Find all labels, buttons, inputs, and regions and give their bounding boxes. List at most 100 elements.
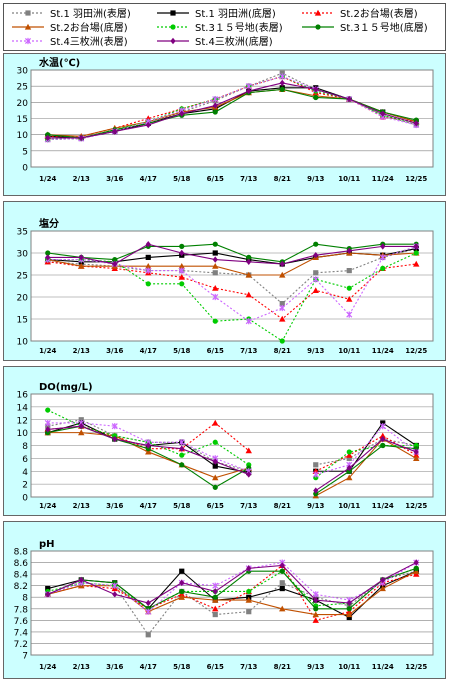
series-6 xyxy=(44,419,420,478)
data-point xyxy=(313,491,319,497)
y-tick-label: 10 xyxy=(17,429,29,439)
data-point xyxy=(112,260,118,268)
data-point xyxy=(346,285,352,291)
series-line xyxy=(47,252,417,276)
x-tick-label: 1/24 xyxy=(39,175,56,183)
y-tick-label: 7.2 xyxy=(14,640,28,650)
data-point xyxy=(111,582,118,589)
x-tick-label: 1/24 xyxy=(39,502,56,510)
data-point xyxy=(313,487,319,494)
y-tick-label: 8.4 xyxy=(14,571,29,581)
data-point xyxy=(380,442,386,449)
salinity-chart: 塩分 10 15 20 25 30 35 1/24 2/13 3/16 4/17 5/18 6/15 7/… xyxy=(17,217,434,355)
data-point xyxy=(312,611,319,618)
legend-label: St.1 羽田洲(底層) xyxy=(195,7,276,20)
x-tick-label: 7/13 xyxy=(240,347,257,355)
data-point xyxy=(212,474,219,481)
data-point xyxy=(212,611,218,618)
x-tick-label: 12/25 xyxy=(405,347,427,355)
data-point xyxy=(346,451,353,458)
y-tick-label: 5 xyxy=(22,147,28,157)
data-point xyxy=(179,281,185,287)
y-tick-label: 7.8 xyxy=(14,605,29,615)
legend-item: St.1 羽田洲(表層) xyxy=(12,7,131,20)
legend-item: St.1 羽田洲(底層) xyxy=(157,7,276,20)
x-tick-label: 11/24 xyxy=(372,663,394,671)
data-point xyxy=(212,605,219,612)
y-tick-label: 10 xyxy=(17,131,29,141)
x-tick-label: 6/15 xyxy=(207,663,224,671)
chart-title: 水温(℃) xyxy=(38,56,80,69)
y-tick-label: 35 xyxy=(17,228,28,238)
series-7 xyxy=(45,241,419,268)
legend-marker xyxy=(170,10,176,16)
water-temperature-panel: 水温(℃) 0 5 10 15 20 25 30 1/24 2/13 3/16 4/17 5/18 6/1… xyxy=(3,53,446,196)
data-point xyxy=(145,267,152,274)
x-tick-label: 10/11 xyxy=(338,175,360,183)
data-point xyxy=(279,580,285,586)
data-point xyxy=(212,241,218,247)
data-point xyxy=(279,301,285,307)
data-point xyxy=(413,455,420,461)
data-point xyxy=(145,599,151,607)
data-point xyxy=(245,447,252,454)
data-point xyxy=(413,120,419,127)
data-point xyxy=(145,281,151,287)
ph-panel: pH 7 7.2 7.4 7.6 7.8 8 8.2 8.4 8.6 8.8 1/24 2/13 3/16… xyxy=(3,521,446,679)
data-point xyxy=(380,420,386,426)
data-point xyxy=(245,318,252,325)
data-point xyxy=(413,565,419,571)
data-point xyxy=(178,274,185,280)
data-point xyxy=(346,464,352,472)
data-point xyxy=(346,296,353,302)
data-point xyxy=(246,471,252,478)
data-point xyxy=(346,599,352,607)
series-line xyxy=(47,561,417,613)
data-point xyxy=(145,448,152,455)
data-point xyxy=(279,79,285,87)
data-point xyxy=(212,419,219,426)
x-tick-label: 1/24 xyxy=(39,663,56,671)
legend-item: St.4三枚洲(表層) xyxy=(12,35,128,48)
x-tick-label: 10/11 xyxy=(338,502,360,510)
series-line xyxy=(47,567,417,610)
x-tick-label: 2/13 xyxy=(73,663,90,671)
data-point xyxy=(413,559,419,566)
plot-area xyxy=(30,550,434,656)
data-point xyxy=(380,110,386,117)
series-line xyxy=(315,438,417,466)
data-point xyxy=(246,258,252,265)
data-point xyxy=(45,407,51,413)
y-tick-label: 4 xyxy=(22,468,28,478)
legend-marker xyxy=(24,37,32,45)
y-tick-label: 0 xyxy=(22,164,28,174)
y-tick-label: 8.8 xyxy=(14,548,29,558)
legend-label: St.2お台場(底層) xyxy=(50,21,128,34)
data-point xyxy=(245,596,252,603)
y-tick-label: 7.4 xyxy=(14,628,29,638)
x-tick-label: 12/25 xyxy=(405,175,427,183)
data-point xyxy=(346,611,353,618)
series-7 xyxy=(45,422,419,494)
y-tick-label: 8.6 xyxy=(14,559,29,569)
data-point xyxy=(45,134,51,142)
data-point xyxy=(379,432,386,439)
data-point xyxy=(246,609,252,615)
data-point xyxy=(312,287,319,293)
data-point xyxy=(313,606,319,612)
data-point xyxy=(45,426,51,433)
data-point xyxy=(379,585,386,592)
data-point xyxy=(178,267,185,274)
legend-marker xyxy=(25,10,31,16)
data-point xyxy=(245,271,252,278)
y-tick-label: 6 xyxy=(22,455,28,465)
chart-title: DO(mg/L) xyxy=(39,382,93,393)
data-point xyxy=(212,256,218,263)
data-point xyxy=(78,417,84,423)
x-tick-label: 5/18 xyxy=(173,175,190,183)
data-point xyxy=(145,442,151,449)
y-tick-label: 12 xyxy=(17,416,28,426)
data-point xyxy=(380,576,386,584)
x-tick-label: 10/11 xyxy=(338,663,360,671)
data-point xyxy=(246,87,252,95)
